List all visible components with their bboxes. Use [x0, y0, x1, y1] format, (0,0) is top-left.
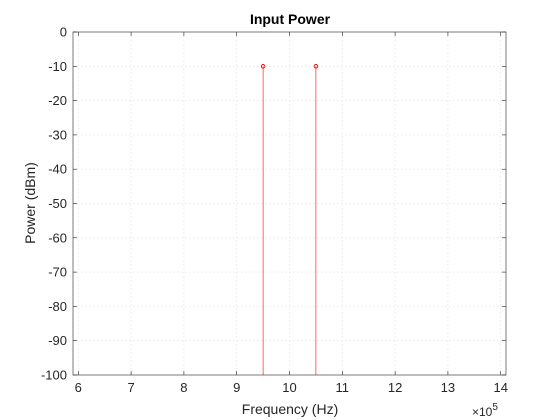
x-tick-label: 6 [75, 380, 82, 395]
ticks [73, 31, 506, 376]
y-tick-label: -40 [48, 162, 67, 177]
x-axis-exponent: ×105 [472, 402, 498, 419]
y-tick-label: -100 [41, 368, 67, 383]
x-axis-exponent-power: 5 [492, 402, 498, 413]
x-axis-exponent-base: ×10 [472, 405, 493, 419]
x-tick-label: 12 [388, 380, 402, 395]
x-axis-label: Frequency (Hz) [242, 401, 338, 417]
y-tick-label: -90 [48, 333, 67, 348]
x-tick-label: 10 [282, 380, 296, 395]
y-tick-labels: 0 -10 -20 -30 -40 -50 -60 -70 -80 -90 -100 [41, 25, 67, 383]
x-tick-label: 14 [493, 380, 507, 395]
x-tick-label: 7 [127, 380, 134, 395]
x-tick-labels: 6 7 8 9 10 11 12 13 14 [75, 380, 508, 395]
grid [73, 31, 506, 376]
x-tick-label: 9 [233, 380, 240, 395]
chart-title: Input Power [250, 11, 331, 27]
y-tick-label: -70 [48, 265, 67, 280]
stems [260, 64, 319, 375]
y-tick-label: 0 [60, 25, 67, 40]
stem-marker [260, 64, 266, 69]
y-axis-label: Power (dBm) [22, 162, 38, 244]
y-tick-label: -10 [48, 59, 67, 74]
y-tick-label: -60 [48, 230, 67, 245]
x-tick-label: 13 [441, 380, 455, 395]
y-tick-label: -30 [48, 127, 67, 142]
y-tick-label: -80 [48, 299, 67, 314]
x-tick-label: 8 [180, 380, 187, 395]
stem-marker [313, 64, 319, 69]
x-tick-label: 11 [336, 380, 350, 395]
y-tick-label: -50 [48, 196, 67, 211]
y-tick-label: -20 [48, 93, 67, 108]
